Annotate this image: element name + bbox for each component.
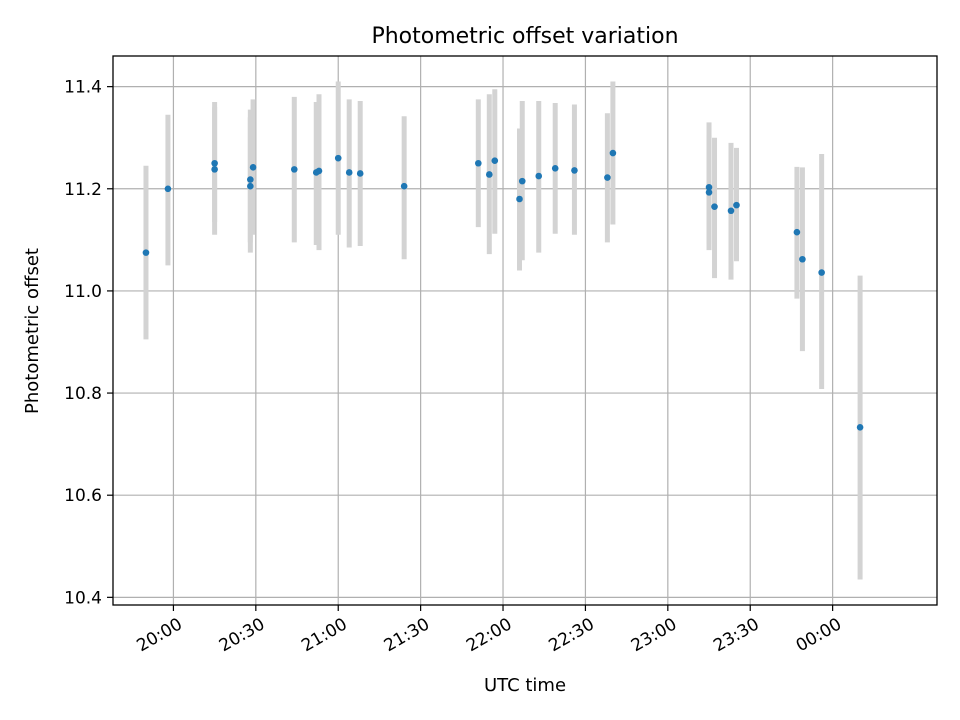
y-tick-label: 11.2: [64, 180, 102, 200]
data-point: [571, 167, 578, 174]
data-point: [485, 171, 493, 178]
y-axis-label: Photometric offset: [22, 248, 43, 414]
data-point: [705, 183, 713, 191]
data-point: [551, 165, 559, 172]
x-tick-label: 22:00: [463, 614, 515, 656]
x-tick-label: 21:00: [298, 614, 350, 656]
data-point: [799, 255, 806, 263]
data-point: [247, 182, 254, 190]
data-point: [491, 157, 499, 164]
y-axis: 10.4 10.6 10.8 11.0 11.2 11.4: [64, 78, 113, 608]
data-point: [400, 182, 408, 190]
data-point: [733, 201, 740, 209]
x-tick-label: 23:00: [628, 614, 680, 656]
data-point: [345, 169, 353, 176]
data-point: [727, 207, 735, 215]
data-points: [142, 149, 864, 431]
data-point: [315, 167, 323, 175]
y-tick-label: 10.8: [64, 384, 102, 404]
data-point: [856, 423, 864, 431]
x-tick-label: 20:00: [133, 614, 185, 656]
chart-title: Photometric offset variation: [371, 24, 678, 49]
plot-frame: [112, 55, 938, 606]
x-tick-label: 20:30: [216, 614, 268, 656]
x-tick-label: 00:00: [793, 614, 845, 656]
data-point: [334, 154, 342, 162]
data-point: [475, 159, 482, 167]
data-point: [142, 249, 150, 256]
data-point: [516, 195, 523, 203]
y-tick-label: 10.4: [64, 588, 102, 608]
y-tick-label: 10.6: [64, 486, 102, 506]
data-point: [249, 164, 257, 171]
data-point: [290, 166, 298, 173]
data-point: [818, 269, 825, 276]
y-tick-label: 11.0: [64, 282, 102, 302]
x-axis: 20:00 20:30 21:00 21:30 22:00 22:30 23:00 23:30…: [133, 605, 845, 656]
x-tick-label: 22:30: [545, 614, 597, 656]
y-tick-label: 11.4: [64, 78, 102, 98]
data-point: [535, 172, 543, 180]
data-point: [211, 159, 218, 167]
x-tick-label: 21:30: [381, 614, 433, 656]
data-point: [705, 189, 713, 196]
data-point: [247, 176, 254, 183]
data-point: [793, 228, 801, 236]
data-point: [356, 170, 364, 177]
data-point: [609, 149, 617, 157]
x-axis-label: UTC time: [484, 675, 566, 696]
data-point: [711, 203, 718, 210]
data-point: [164, 185, 172, 193]
data-point: [211, 166, 218, 173]
data-point: [604, 174, 611, 181]
data-point: [518, 177, 526, 185]
x-tick-label: 23:30: [710, 614, 762, 656]
grid: [113, 56, 937, 605]
